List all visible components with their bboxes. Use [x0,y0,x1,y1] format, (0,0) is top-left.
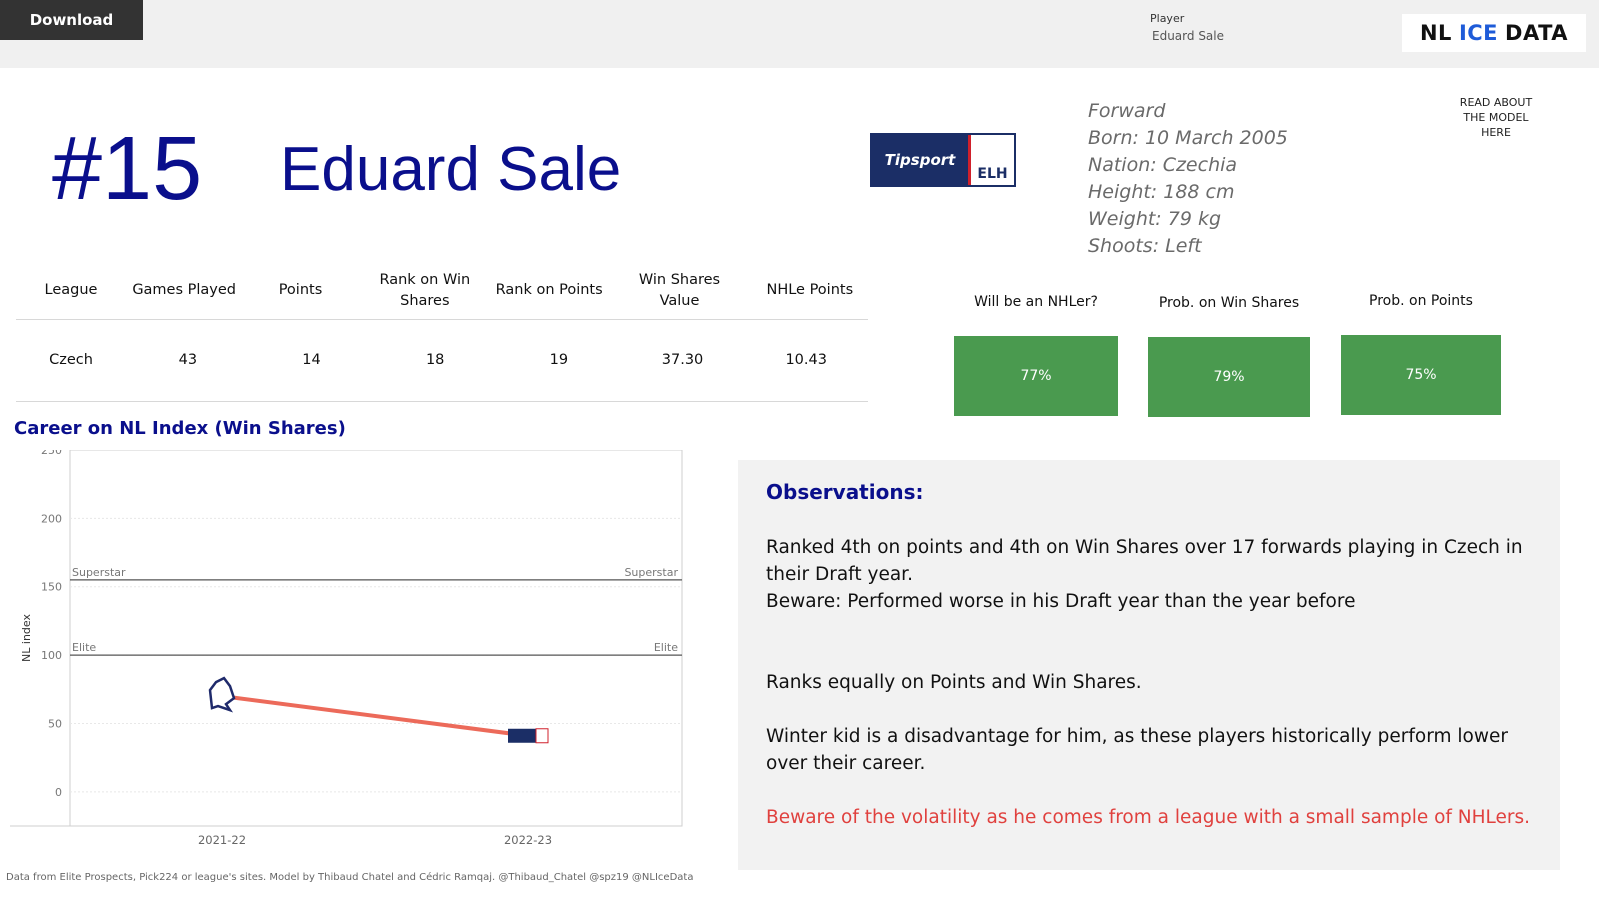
prob-label: Will be an NHLer? [974,294,1098,310]
read-model-line-3: HERE [1481,126,1511,139]
player-filter-value[interactable]: Eduard Sale [1152,29,1224,43]
logo-part-ice: ICE [1458,21,1499,45]
download-button[interactable]: Download [0,0,143,40]
prob-points: Prob. on Points 75% [1341,293,1501,415]
observations-title: Observations: [766,480,924,504]
league-logo-right: ELH [968,135,1014,185]
observation-text: Winter kid is a disadvantage for him, as… [766,726,1508,774]
stats-value: 10.43 [785,352,827,368]
read-model-line-1: READ ABOUT [1459,96,1533,109]
nl-ice-data-logo: NL ICE DATA [1402,14,1586,52]
stats-header: Games Played [132,282,237,298]
bio-nation: Nation: Czechia [1088,154,1238,176]
reference-label: Superstar [624,566,678,579]
source-note: Data from Elite Prospects, Pick224 or le… [6,872,694,883]
prob-nhler: Will be an NHLer? 77% [954,294,1118,416]
read-model-line-2: THE MODEL [1463,111,1529,124]
y-tick-label: 50 [48,717,62,730]
observation-text: Beware: Performed worse in his Draft yea… [766,591,1356,612]
stats-header-row: League Games Played Points Rank on Win S… [16,262,868,320]
y-axis-label: NL index [20,614,33,662]
y-tick-label: 150 [41,581,62,594]
stats-header: Rank on Win Shares [379,271,471,309]
observations-panel: Observations: Ranked 4th on points and 4… [738,460,1560,870]
logo-part-nl: NL [1419,21,1452,45]
stats-table: League Games Played Points Rank on Win S… [16,262,868,402]
player-name: Eduard Sale [280,135,622,204]
bio-height: Height: 188 cm [1088,181,1235,203]
stats-value: 19 [549,352,569,368]
read-model-link[interactable]: READ ABOUT THE MODEL HERE [1431,95,1561,140]
y-tick-label: 250 [41,450,62,457]
reference-label: Elite [72,641,96,654]
stats-header: Win Shares Value [638,271,721,309]
player-filter-label: Player [1150,12,1185,25]
player-bio: Forward Born: 10 March 2005 Nation: Czec… [1088,98,1288,260]
x-tick-label: 2022-23 [504,833,552,847]
stats-header: Rank on Points [495,282,603,298]
stats-header: Points [278,282,323,298]
prob-win-shares: Prob. on Win Shares 79% [1148,295,1310,417]
bio-position: Forward [1088,100,1166,122]
prob-value-box: 77% [954,336,1118,416]
logo-part-data: DATA [1505,21,1569,45]
data-point-lion-icon [208,676,236,713]
career-chart-svg: 0 50 100 150 200 250 NL index Superstar Supersta… [10,444,683,847]
jersey-number: #15 [52,119,203,219]
bio-shoots: Shoots: Left [1088,235,1202,257]
top-bar: Download Player Eduard Sale NL ICE DATA [0,0,1599,68]
plot-area [69,449,683,827]
prob-value-box: 75% [1341,335,1501,415]
data-point-league-badge-icon [535,728,549,744]
stats-value: 14 [302,352,321,368]
y-tick-label: 100 [41,649,62,662]
reference-label: Elite [654,641,678,654]
stats-value: Czech [49,352,93,368]
observation-text: Ranks equally on Points and Win Shares. [766,672,1142,693]
stats-value: 18 [425,352,445,368]
league-logo: Tipsport ELH [870,133,1016,187]
league-logo-left: Tipsport [872,135,968,185]
career-chart: 0 50 100 150 200 250 NL index Superstar Supersta… [10,444,700,850]
player-filter[interactable]: Player Eduard Sale [1150,12,1224,43]
stats-value: 43 [178,352,198,368]
bio-born: Born: 10 March 2005 [1088,127,1288,149]
bio-weight: Weight: 79 kg [1088,208,1222,230]
x-tick-label: 2021-22 [198,833,246,847]
y-tick-label: 0 [55,786,62,799]
observation-warning: Beware of the volatility as he comes fro… [766,807,1531,828]
prob-label: Prob. on Points [1369,293,1473,309]
observation-text: Ranked 4th on points and 4th on Win Shar… [766,537,1523,585]
reference-label: Superstar [72,566,126,579]
y-tick-label: 200 [41,512,62,525]
stats-value-row: Czech 43 14 18 19 37.30 10.43 [16,320,868,402]
chart-title: Career on NL Index (Win Shares) [14,418,346,439]
stats-header: NHLe Points [766,282,854,298]
stats-header: League [44,282,98,298]
prob-value-box: 79% [1148,337,1310,417]
prob-label: Prob. on Win Shares [1158,295,1300,311]
series-line [220,694,530,738]
stats-value: 37.30 [661,352,704,368]
